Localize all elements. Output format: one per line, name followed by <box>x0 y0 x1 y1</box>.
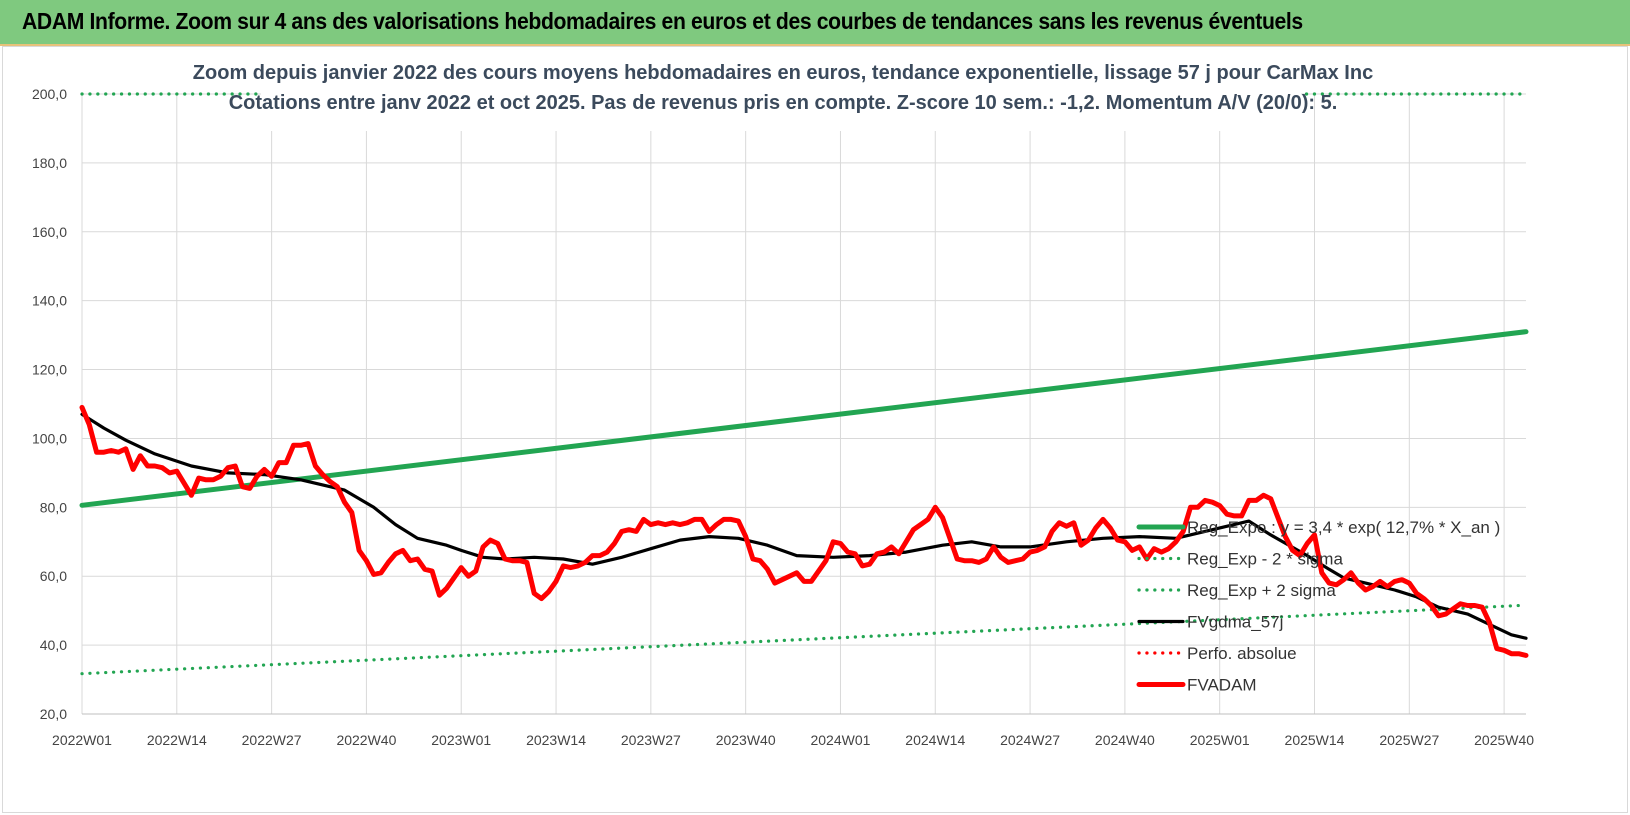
y-tick-label: 140,0 <box>32 293 67 309</box>
x-tick-label: 2025W40 <box>1474 732 1534 748</box>
legend-label: Reg_Expo : y = 3,4 * exp( 12,7% * X_an ) <box>1187 518 1500 537</box>
chart-area: 20,0 40,0 60,0 80,0 100,0 120,0 140,0 160,0 180,… <box>2 46 1628 813</box>
y-tick-label: 60,0 <box>40 568 67 584</box>
x-tick-label: 2023W40 <box>716 732 776 748</box>
x-tick-label: 2025W27 <box>1379 732 1439 748</box>
x-axis-ticks: 2022W01 2022W14 2022W27 2022W40 2023W01 2023W… <box>52 732 1534 748</box>
y-tick-label: 200,0 <box>32 86 67 102</box>
y-tick-label: 120,0 <box>32 362 67 378</box>
x-tick-label: 2023W01 <box>431 732 491 748</box>
x-tick-label: 2025W14 <box>1285 732 1345 748</box>
x-tick-label: 2022W14 <box>147 732 207 748</box>
x-tick-label: 2024W27 <box>1000 732 1060 748</box>
series-line-3 <box>80 412 1528 640</box>
x-tick-label: 2024W01 <box>810 732 870 748</box>
x-tick-label: 2023W14 <box>526 732 586 748</box>
legend-label: Reg_Exp + 2 sigma <box>1187 581 1336 600</box>
x-tick-label: 2022W27 <box>242 732 302 748</box>
y-tick-label: 180,0 <box>32 155 67 171</box>
legend-label: FVADAM <box>1187 676 1257 695</box>
line-chart: 20,0 40,0 60,0 80,0 100,0 120,0 140,0 160,0 180,… <box>32 53 1534 748</box>
y-axis-ticks: 20,0 40,0 60,0 80,0 100,0 120,0 140,0 160,0 180,… <box>32 86 67 722</box>
x-tick-label: 2025W01 <box>1190 732 1250 748</box>
series-line-5 <box>79 404 1529 658</box>
x-tick-label: 2022W40 <box>336 732 396 748</box>
legend-label: FVgdma_57j <box>1187 613 1283 632</box>
x-tick-label: 2024W40 <box>1095 732 1155 748</box>
x-tick-label: 2023W27 <box>621 732 681 748</box>
x-tick-label: 2024W14 <box>905 732 965 748</box>
series-line-1 <box>80 603 1528 676</box>
chart-subtitle: Cotations entre janv 2022 et oct 2025. P… <box>229 92 1338 114</box>
legend-label: Perfo. absolue <box>1187 644 1297 663</box>
title-background <box>261 53 1301 131</box>
legend: Reg_Expo : y = 3,4 * exp( 12,7% * X_an )… <box>1136 518 1500 695</box>
legend-label: Reg_Exp - 2 * sigma <box>1187 550 1343 569</box>
y-tick-label: 80,0 <box>40 499 67 515</box>
x-tick-label: 2022W01 <box>52 732 112 748</box>
report-banner: ADAM Informe. Zoom sur 4 ans des valoris… <box>0 0 1630 46</box>
chart-title: Zoom depuis janvier 2022 des cours moyen… <box>193 62 1373 84</box>
y-tick-label: 160,0 <box>32 224 67 240</box>
y-tick-label: 100,0 <box>32 430 67 446</box>
y-tick-label: 20,0 <box>40 706 67 722</box>
y-tick-label: 40,0 <box>40 637 67 653</box>
gridlines <box>81 93 1526 715</box>
series-lines <box>79 92 1529 676</box>
report-title: ADAM Informe. Zoom sur 4 ans des valoris… <box>22 8 1303 34</box>
